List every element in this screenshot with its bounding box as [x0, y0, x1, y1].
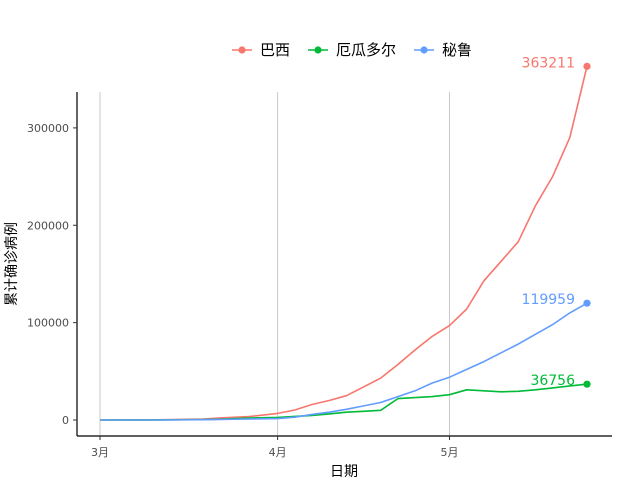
- series-layer: 363211 36756 119959: [99, 55, 591, 421]
- legend: 巴西 厄瓜多尔 秘鲁: [232, 41, 472, 59]
- series-end-label: 363211: [522, 55, 575, 71]
- legend-key-point: [314, 46, 322, 54]
- legend-item: 巴西: [232, 41, 290, 59]
- y-axis-title: 累计确诊病例: [4, 222, 20, 306]
- legend-item: 厄瓜多尔: [308, 41, 396, 59]
- x-tick-label: 5月: [440, 446, 458, 459]
- series-line-3: [100, 302, 588, 421]
- grid-lines: [99, 92, 450, 436]
- series-end-point: [583, 62, 591, 70]
- legend-item: 秘鲁: [414, 41, 472, 59]
- series-end-label: 119959: [522, 292, 575, 308]
- legend-label: 秘鲁: [442, 41, 472, 59]
- y-tick-label: 100000: [27, 317, 69, 330]
- x-tick-label: 4月: [269, 446, 287, 459]
- legend-label: 厄瓜多尔: [336, 41, 396, 59]
- x-axis-ticks: 3月 4月 5月: [91, 436, 458, 459]
- legend-label: 巴西: [260, 41, 290, 59]
- series-line-1: [99, 66, 588, 421]
- series-end-point: [583, 299, 591, 307]
- series-end-point: [583, 380, 591, 388]
- y-axis-ticks: 0 100000 200000 300000: [27, 122, 77, 427]
- y-tick-label: 300000: [27, 122, 69, 135]
- x-tick-label: 3月: [91, 446, 109, 459]
- legend-key-point: [238, 46, 246, 54]
- legend-key-point: [420, 46, 428, 54]
- y-tick-label: 200000: [27, 219, 69, 232]
- x-axis-title: 日期: [330, 464, 358, 480]
- series-end-label: 36756: [530, 373, 575, 389]
- y-tick-label: 0: [62, 414, 69, 427]
- series-line-2: [99, 383, 588, 421]
